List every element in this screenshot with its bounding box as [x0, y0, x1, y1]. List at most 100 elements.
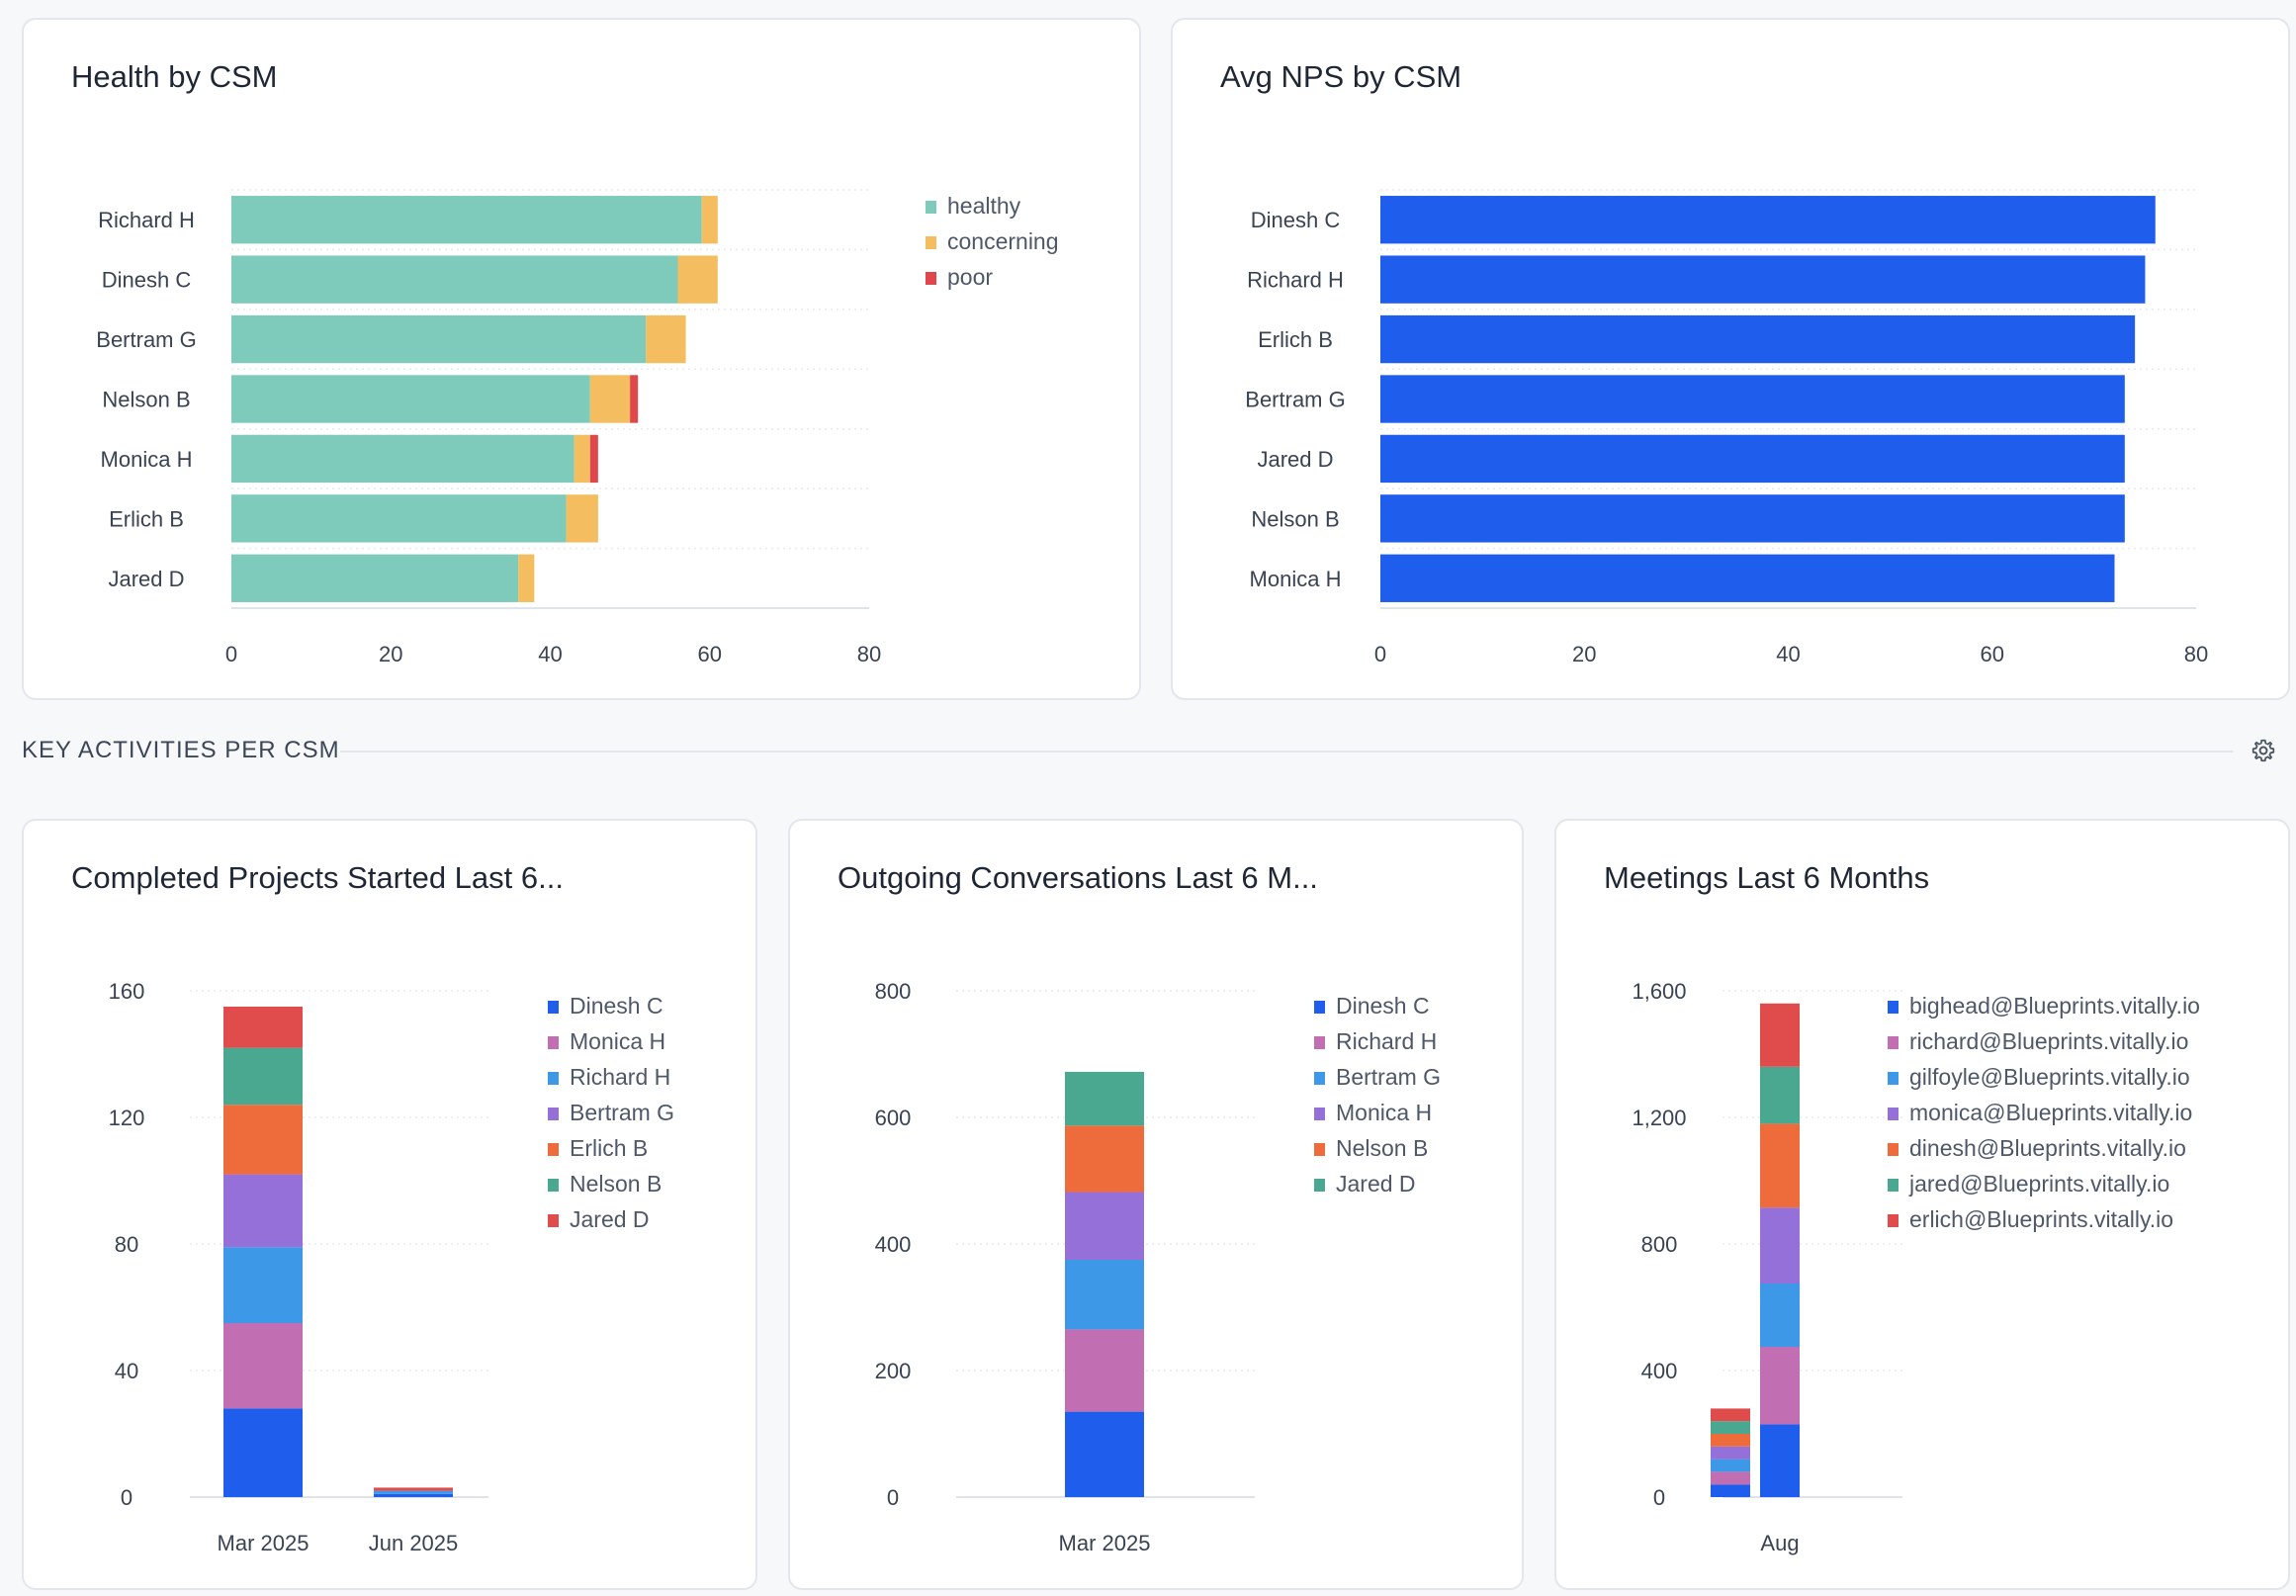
legend-swatch-poor [926, 272, 936, 285]
key-activities-section-header: KEY ACTIVITIES PER CSM [22, 736, 2276, 765]
y-tick-label: 80 [115, 1232, 138, 1257]
outgoing-conversations-title: Outgoing Conversations Last 6 M... [838, 860, 1318, 895]
category-label: Erlich B [109, 506, 184, 531]
bar-jared-d [1380, 434, 2125, 484]
bar-monica-blueprints-vitally-io-aug [1760, 1207, 1800, 1284]
legend-label-dinesh-c: Dinesh C [1336, 993, 1430, 1019]
legend-swatch-concerning [926, 236, 936, 249]
bar-monica-h [1380, 554, 2115, 602]
bar-dinesh-c-mar-2025 [1065, 1411, 1144, 1497]
meetings-card: Meetings Last 6 Months 0 400 800 1,200 1,600… [1554, 819, 2290, 1590]
legend-swatch-richard-h [548, 1072, 559, 1085]
bar-richard-h-jun-2025 [374, 1490, 453, 1494]
y-tick-label: 800 [875, 979, 912, 1004]
bar-healthy-nelson-b [231, 375, 590, 423]
bar-erlich-blueprints-vitally-io-aug [1760, 1003, 1800, 1067]
legend-swatch-richard-h [1314, 1036, 1325, 1049]
x-tick-label: 80 [857, 642, 881, 666]
legend-swatch-erlich-b [548, 1143, 559, 1156]
bar-bertram-g-mar-2025 [223, 1174, 303, 1248]
bar-poor-nelson-b [630, 375, 639, 423]
category-label: Mar 2025 [218, 1531, 309, 1555]
bar-bertram-g [1380, 375, 2125, 423]
y-tick-label: 0 [1653, 1485, 1665, 1510]
category-label: Aug [1760, 1531, 1799, 1555]
bar-jared-d-jun-2025 [374, 1487, 453, 1491]
legend-label-healthy: healthy [947, 193, 1021, 219]
meetings-chart: 0 400 800 1,200 1,600 Aug bighead@Blueprints.v… [1632, 979, 2200, 1555]
legend-label-erlich-blueprints-vitally-io: erlich@Blueprints.vitally.io [1909, 1206, 2173, 1232]
bar-gilfoyle-blueprints-vitally-io-aug [1760, 1284, 1800, 1347]
legend-swatch-nelson-b [1314, 1143, 1325, 1156]
bar-healthy-erlich-b [231, 494, 567, 543]
y-tick-label: 160 [109, 979, 145, 1004]
bar-richard-blueprints-vitally-io-aug [1760, 1347, 1800, 1425]
legend-swatch-monica-blueprints-vitally-io [1888, 1108, 1899, 1120]
bar-jared-blueprints-vitally-io-aug [1760, 1066, 1800, 1124]
bar-dinesh-c-mar-2025 [223, 1408, 303, 1497]
category-label: Jun 2025 [369, 1531, 459, 1555]
bar-dinesh-c [1380, 196, 2156, 244]
category-label: Bertram G [1245, 388, 1345, 412]
outgoing-conversations-chart: 0 200 400 600 800 Mar 2025 Dinesh C Richard H Be… [875, 979, 1441, 1555]
bar-healthy-jared-d [231, 554, 519, 602]
legend-label-dinesh-blueprints-vitally-io: dinesh@Blueprints.vitally.io [1909, 1135, 2186, 1161]
category-label: Nelson B [102, 388, 190, 412]
health-by-csm-card: Health by CSM 0 20 40 60 80 Richard H Dinesh C… [22, 18, 1141, 700]
bar-richard-blueprints-vitally-io-col0 [1711, 1471, 1750, 1485]
bar-bighead-blueprints-vitally-io-col0 [1711, 1484, 1750, 1497]
category-label: Monica H [101, 447, 193, 472]
bar-jared-d-mar-2025 [1065, 1071, 1144, 1126]
y-tick-label: 1,600 [1632, 979, 1686, 1004]
legend-label-poor: poor [947, 264, 993, 290]
legend-swatch-richard-blueprints-vitally-io [1888, 1036, 1899, 1049]
bar-concerning-nelson-b [589, 375, 631, 423]
bar-bertram-g-mar-2025 [1065, 1260, 1144, 1330]
x-tick-label: 0 [225, 642, 237, 666]
health-by-csm-chart: 0 20 40 60 80 Richard H Dinesh C Bertram G Nelso… [96, 189, 1059, 666]
bar-dinesh-c-jun-2025 [374, 1493, 453, 1497]
legend-swatch-dinesh-c [548, 1001, 559, 1014]
x-tick-label: 80 [2184, 642, 2208, 666]
y-tick-label: 1,200 [1632, 1106, 1686, 1130]
legend-swatch-dinesh-blueprints-vitally-io [1888, 1143, 1899, 1156]
legend-label-nelson-b: Nelson B [1336, 1135, 1428, 1161]
legend-label-richard-h: Richard H [1336, 1028, 1437, 1054]
bar-erlich-b [1380, 314, 2136, 364]
y-tick-label: 40 [115, 1359, 138, 1383]
bar-dinesh-blueprints-vitally-io-aug [1760, 1123, 1800, 1208]
completed-projects-title: Completed Projects Started Last 6... [71, 860, 564, 895]
bar-concerning-richard-h [701, 196, 718, 244]
bar-richard-h-mar-2025 [1065, 1329, 1144, 1412]
bar-monica-h-mar-2025 [223, 1323, 303, 1409]
meetings-title: Meetings Last 6 Months [1604, 860, 1930, 895]
section-title: KEY ACTIVITIES PER CSM [22, 737, 340, 763]
legend-label-bertram-g: Bertram G [1336, 1064, 1441, 1090]
gear-icon[interactable] [2251, 738, 2276, 763]
legend-label-jared-blueprints-vitally-io: jared@Blueprints.vitally.io [1908, 1171, 2169, 1197]
legend-label-monica-blueprints-vitally-io: monica@Blueprints.vitally.io [1909, 1100, 2192, 1125]
legend-label-dinesh-c: Dinesh C [570, 993, 663, 1019]
bar-dinesh-blueprints-vitally-io-col0 [1711, 1434, 1750, 1447]
legend-label-gilfoyle-blueprints-vitally-io: gilfoyle@Blueprints.vitally.io [1909, 1064, 2190, 1090]
y-tick-label: 400 [1641, 1359, 1678, 1383]
category-label: Richard H [1247, 268, 1344, 293]
legend-swatch-healthy [926, 201, 936, 214]
legend-label-bighead-blueprints-vitally-io: bighead@Blueprints.vitally.io [1909, 993, 2200, 1019]
completed-projects-card: Completed Projects Started Last 6... 0 40… [22, 819, 757, 1590]
legend-swatch-nelson-b [548, 1179, 559, 1192]
health-by-csm-title: Health by CSM [71, 59, 278, 94]
y-tick-label: 600 [875, 1106, 912, 1130]
avg-nps-by-csm-chart: 0 20 40 60 80 Dinesh C Richard H Erlich B Bertra… [1245, 189, 2208, 666]
category-label: Dinesh C [102, 268, 192, 293]
x-tick-label: 0 [1374, 642, 1386, 666]
bar-concerning-dinesh-c [677, 255, 718, 304]
bar-jared-d-mar-2025 [223, 1007, 303, 1048]
section-divider [340, 751, 2233, 753]
bar-concerning-bertram-g [646, 314, 686, 364]
y-tick-label: 400 [875, 1232, 912, 1257]
bar-richard-h [1380, 255, 2146, 304]
legend-swatch-monica-h [548, 1036, 559, 1049]
legend-swatch-jared-d [1314, 1179, 1325, 1192]
legend-label-monica-h: Monica H [570, 1028, 665, 1054]
